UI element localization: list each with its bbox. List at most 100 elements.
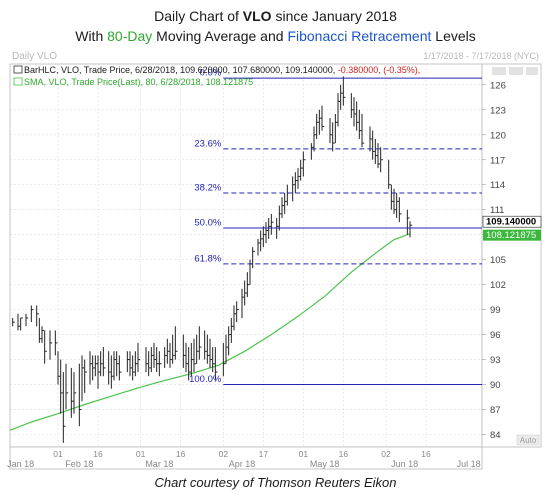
sma-price-tag: 108.121875 [483,229,541,241]
price-bar [54,330,58,356]
price-bar [358,109,362,139]
price-bar [329,118,333,144]
fib-level-label: 23.6% [194,138,221,149]
price-bar [38,317,42,343]
price-bar [145,347,149,373]
price-bar [148,351,151,377]
y-tick-label: 126 [490,80,506,91]
y-tick-label: 102 [490,280,506,291]
price-bar [193,338,197,373]
price-bar [332,122,335,152]
chart-title-line-2: With 80-Day Moving Average and Fibonacci… [0,28,551,44]
last-price-label: 109.140000 [486,217,536,228]
x-axis-area [9,446,483,470]
price-bar [214,347,218,381]
price-bar [89,351,93,385]
price-bar [25,313,29,327]
title-ticker: VLO [242,8,272,24]
legend-sma: SMA, VLO, Trade Price(Last), 80, 6/28/20… [24,77,253,87]
auto-scale-button-box[interactable] [516,434,540,446]
fib-level-label: 50.0% [194,218,221,229]
legend-bar-values: BarHLC, VLO, Trade Price, 6/28/2018, 109… [24,65,338,75]
price-bar [374,138,378,164]
toolbar-icons [492,67,538,75]
x-day-tick-label: 01 [53,449,63,459]
y-axis-area [481,63,542,448]
price-bar [44,330,47,364]
price-bar [353,97,357,127]
price-bar [12,317,15,327]
price-bar [300,159,303,181]
price-bar [228,326,231,356]
x-day-tick-label: 01 [136,449,146,459]
price-bar [398,197,402,223]
price-bar [281,197,285,219]
price-bar [278,205,282,231]
price-bar [166,338,170,364]
price-bar [113,351,117,381]
y-axis: 84 87 90 93 96 99 102 105 111 114 117 120 123 126 [482,80,506,441]
price-bar [196,334,199,364]
sma-price-label: 108.121875 [486,230,536,241]
price-bar [137,342,141,373]
price-bar [73,372,77,414]
x-axis: 01 16 01 16 02 17 01 16 02 16 Jan 18 Feb 18 Mar 18 Ap… [7,449,481,469]
price-bar [150,347,154,373]
plot-area [9,63,483,448]
y-tick-label: 117 [490,155,505,166]
last-price-tag-box [482,215,542,228]
price-bar [246,272,250,298]
price-bar [321,105,325,131]
price-bar [225,334,229,364]
price-bar [252,247,255,268]
chart-settings-icon[interactable] [509,67,523,75]
y-tick-label: 105 [490,255,506,266]
price-bar [158,351,162,377]
price-bar [369,126,373,152]
price-bar [174,326,178,360]
y-tick-label: 90 [490,380,501,391]
price-bar [84,359,87,393]
chart-close-icon[interactable] [526,67,538,75]
x-day-tick-label: 16 [93,449,103,459]
auto-scale-button[interactable]: Auto [516,434,540,446]
price-bar [409,221,413,238]
price-bar [212,347,215,373]
grid [10,64,482,447]
price-bar [310,143,314,160]
fib-level-label: 38.2% [194,183,221,194]
y-tick-label: 96 [490,330,501,341]
price-bar [244,280,247,306]
price-bar [41,326,45,343]
price-bar [182,334,186,368]
fib-level-label: 100.0% [189,374,222,385]
price-bar [316,113,319,139]
price-bar [361,113,365,148]
price-bar [262,226,266,248]
price-bar [132,355,135,381]
price-bar [270,213,274,235]
price-bar [134,351,138,377]
price-bar [118,355,122,381]
price-bar [153,342,157,368]
price-bar [302,151,306,177]
chart-menu-icon[interactable] [492,67,506,75]
y-tick-label: 111 [490,205,504,216]
legend-sma-swatch [13,77,23,86]
legend-bar-change: -0.380000, (-0.35%), [338,65,421,75]
sma-line-group [9,233,411,431]
auto-scale-label[interactable]: Auto [520,436,537,445]
title-fibonacci: Fibonacci Retracement [287,28,432,44]
sma-price-tag-box [483,229,541,241]
y-tick-label: 93 [490,355,501,366]
y-tick-label: 114 [490,180,505,191]
price-bar [17,313,21,331]
price-bar [20,317,23,331]
x-month-label: Jul 18 [457,459,481,469]
x-month-label: Feb 18 [65,459,93,469]
y-tick-label: 120 [490,130,506,141]
title-moving-average: 80-Day [107,28,153,44]
price-bar [350,93,354,119]
price-bar [209,338,213,368]
